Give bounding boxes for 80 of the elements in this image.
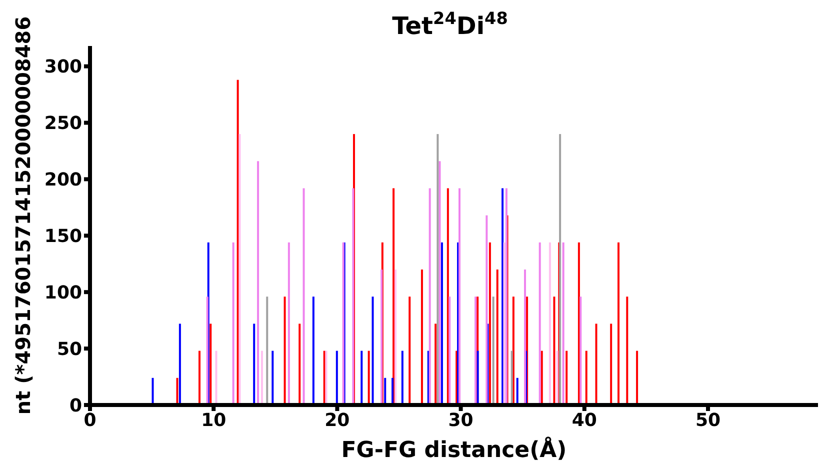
bar <box>360 350 363 405</box>
bar <box>152 378 154 405</box>
chart-title: Tet$^{24}$Di$^{48}$ <box>392 8 508 40</box>
bar <box>486 215 488 405</box>
y-axis-title: nt (*4951760157141520000008486 <box>11 16 35 415</box>
bar <box>336 350 338 405</box>
bar <box>458 188 460 405</box>
bar <box>408 296 411 405</box>
x-axis-title: FG-FG distance(Å) <box>341 436 567 463</box>
x-tick-label: 10 <box>201 410 226 431</box>
bar <box>538 242 541 405</box>
bar <box>448 296 451 405</box>
bar <box>580 296 582 405</box>
bar <box>440 242 443 405</box>
bar <box>368 350 370 405</box>
bar <box>428 188 431 405</box>
bar <box>302 188 305 405</box>
bar <box>312 296 314 405</box>
y-tick-label: 0 <box>69 395 82 416</box>
x-tick-label: 0 <box>84 410 96 431</box>
bar <box>394 270 396 405</box>
bar <box>266 296 268 405</box>
bar <box>548 242 551 405</box>
bar <box>257 161 260 405</box>
bar <box>210 324 212 405</box>
bar <box>516 378 518 405</box>
bar <box>540 350 543 405</box>
bar <box>272 350 274 405</box>
bar <box>176 378 178 405</box>
bar <box>562 242 564 405</box>
bar <box>553 296 556 405</box>
bar <box>392 188 395 405</box>
bar <box>392 378 394 405</box>
bar <box>284 296 286 405</box>
bar <box>595 324 598 405</box>
bar <box>238 134 241 405</box>
bar <box>510 350 513 405</box>
x-tick-label: 50 <box>695 410 721 431</box>
bar <box>288 242 290 405</box>
y-tick-label: 100 <box>44 282 82 304</box>
bar <box>260 350 263 405</box>
bar <box>585 350 588 405</box>
bar <box>352 188 354 405</box>
x-tick-label: 40 <box>572 410 597 431</box>
bar <box>556 350 558 405</box>
bar <box>420 270 423 405</box>
bar <box>436 134 439 405</box>
x-tick-label: 30 <box>448 410 474 431</box>
bar <box>438 161 441 405</box>
x-tick-label: 20 <box>324 410 350 431</box>
bar <box>636 350 638 405</box>
bar <box>380 270 383 405</box>
bar <box>215 350 218 405</box>
bar <box>384 378 386 405</box>
bar <box>476 350 479 405</box>
bar <box>505 188 508 405</box>
bar <box>232 242 234 405</box>
bar <box>488 242 491 405</box>
y-tick-label: 50 <box>56 338 82 360</box>
bar <box>524 270 526 405</box>
bar <box>496 270 498 405</box>
bar <box>492 296 494 405</box>
y-tick-label: 200 <box>44 170 82 191</box>
bar <box>253 324 256 405</box>
bar <box>566 350 568 405</box>
bar <box>503 242 506 405</box>
bar <box>626 296 628 405</box>
bar <box>401 350 404 405</box>
bar <box>206 296 208 405</box>
bar <box>618 242 620 405</box>
y-tick-label: 300 <box>44 56 82 78</box>
bar <box>178 324 181 405</box>
y-tick-label: 250 <box>44 113 82 134</box>
bar <box>198 350 200 405</box>
y-tick-label: 150 <box>44 226 82 248</box>
bar <box>610 324 612 405</box>
bar <box>372 296 374 405</box>
bar <box>559 134 562 405</box>
bar <box>298 324 301 405</box>
bar <box>434 324 437 405</box>
